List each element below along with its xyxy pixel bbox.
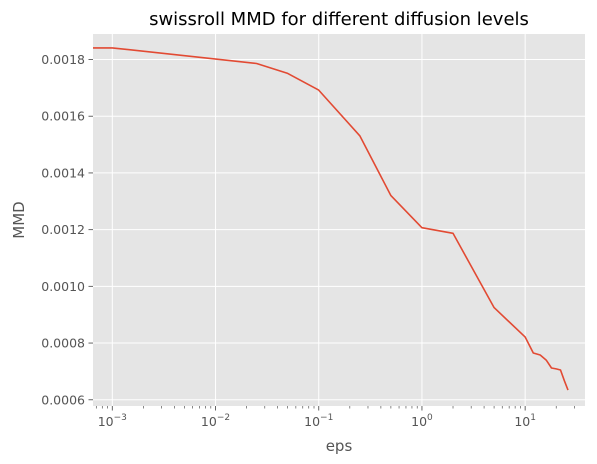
y-tick-label: 0.0016 — [41, 109, 85, 124]
x-axis-label: eps — [326, 437, 353, 455]
y-tick-label: 0.0018 — [41, 52, 85, 67]
y-tick-label: 0.0008 — [41, 336, 85, 351]
x-tick-label: 100 — [411, 413, 433, 429]
grid-lines — [93, 34, 585, 406]
plot-background — [93, 34, 585, 406]
y-tick-label: 0.0014 — [41, 165, 85, 180]
axis-ticks: 10−3 10−2 10−1 100 101 0.0006 0.0008 0.0010 0.00… — [41, 52, 575, 429]
y-axis-label: MMD — [10, 201, 28, 238]
x-tick-label: 10−2 — [201, 413, 230, 429]
y-tick-label: 0.0010 — [41, 279, 85, 294]
x-tick-label: 101 — [514, 413, 536, 429]
y-tick-label: 0.0012 — [41, 222, 85, 237]
x-tick-label: 10−3 — [98, 413, 127, 429]
x-tick-label: 10−1 — [304, 413, 333, 429]
y-tick-label: 0.0006 — [41, 392, 85, 407]
series-line — [93, 47, 569, 391]
chart-title: swissroll MMD for different diffusion le… — [149, 9, 529, 30]
series-layer — [93, 47, 569, 391]
